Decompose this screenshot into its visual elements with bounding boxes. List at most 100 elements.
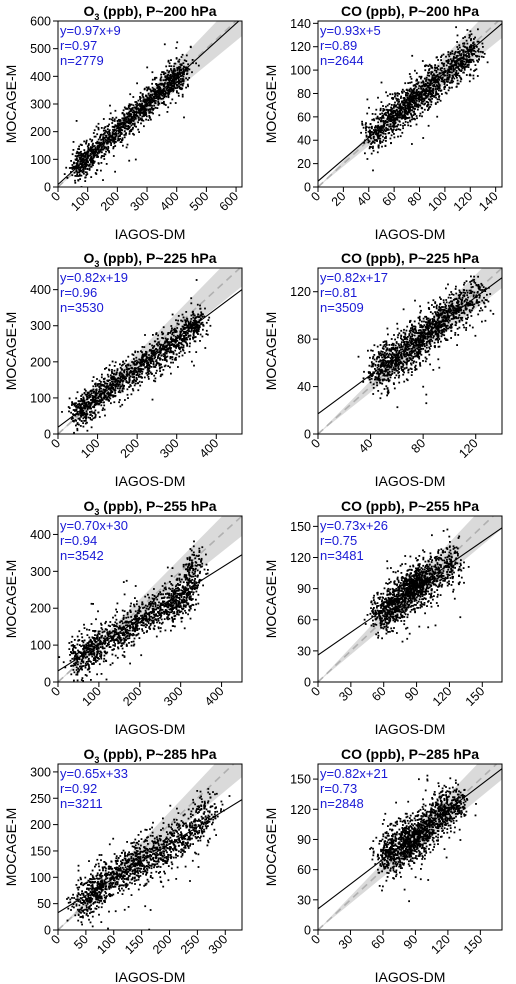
data-point <box>192 319 195 322</box>
data-point <box>455 60 458 62</box>
data-point <box>120 141 123 143</box>
data-point <box>151 101 153 104</box>
data-point <box>443 81 446 83</box>
data-point <box>468 52 470 55</box>
data-point <box>149 96 152 99</box>
data-point <box>95 394 98 397</box>
data-point <box>135 380 137 382</box>
data-point <box>482 46 484 48</box>
y-tick-label: 600 <box>30 15 51 29</box>
data-point <box>472 60 475 63</box>
data-point <box>375 131 378 134</box>
data-point <box>142 99 145 101</box>
data-point <box>107 133 110 136</box>
data-point <box>166 75 169 78</box>
data-point <box>450 291 453 293</box>
data-point <box>380 125 383 127</box>
data-point <box>162 344 165 346</box>
data-point <box>148 97 151 100</box>
data-point <box>130 103 133 106</box>
data-point <box>124 120 126 122</box>
data-point <box>451 81 454 84</box>
data-point <box>114 377 116 380</box>
data-point <box>101 373 103 376</box>
data-point <box>447 78 450 81</box>
data-point <box>150 355 153 357</box>
data-point <box>456 66 459 69</box>
data-point <box>115 116 118 119</box>
data-point <box>154 356 157 359</box>
data-point <box>165 356 168 358</box>
data-point <box>164 340 167 343</box>
data-point <box>464 306 467 308</box>
data-point <box>166 342 169 344</box>
data-point <box>172 74 175 76</box>
data-point <box>389 123 392 126</box>
data-point <box>372 169 374 172</box>
data-point <box>416 89 418 91</box>
data-point <box>446 59 449 62</box>
data-point <box>115 384 117 386</box>
data-point <box>171 358 174 361</box>
data-point <box>130 109 132 111</box>
data-point <box>442 317 444 319</box>
data-point <box>112 394 115 397</box>
stat-text: r=0.97 <box>60 38 97 53</box>
data-point <box>444 69 447 72</box>
data-point <box>195 279 198 281</box>
data-point <box>117 125 120 128</box>
data-point <box>481 42 484 45</box>
data-point <box>446 77 449 79</box>
data-point <box>465 39 468 42</box>
regression-line <box>318 23 502 182</box>
data-point <box>113 120 116 122</box>
data-point <box>179 66 182 68</box>
data-point <box>113 129 115 132</box>
data-point <box>92 142 94 145</box>
data-point <box>119 129 122 131</box>
data-point <box>455 66 457 69</box>
data-point <box>171 72 174 74</box>
data-point <box>124 107 127 110</box>
data-point <box>77 400 80 402</box>
data-point <box>372 145 374 148</box>
data-point <box>71 416 74 419</box>
data-point <box>458 320 461 323</box>
data-point <box>127 368 130 370</box>
data-point <box>89 390 92 393</box>
data-point <box>427 72 430 74</box>
data-point <box>425 318 428 321</box>
data-point <box>424 77 426 80</box>
data-point <box>364 123 367 126</box>
data-point <box>176 340 179 342</box>
data-point <box>159 370 161 372</box>
data-point <box>385 135 387 138</box>
data-point <box>133 106 136 109</box>
data-point <box>374 113 377 116</box>
data-point <box>435 320 438 323</box>
data-point <box>108 118 111 120</box>
data-point <box>157 85 160 88</box>
data-point <box>176 69 179 72</box>
data-point <box>384 351 386 354</box>
data-point <box>192 310 194 313</box>
data-point <box>153 379 155 382</box>
data-point <box>155 90 158 92</box>
x-tick-label: 140 <box>476 189 501 214</box>
data-point <box>437 75 439 78</box>
data-point <box>128 380 131 383</box>
data-point <box>94 148 97 151</box>
data-point <box>92 161 95 163</box>
data-point <box>477 48 480 50</box>
data-point <box>179 72 182 74</box>
data-point <box>103 397 106 400</box>
data-point <box>444 303 447 306</box>
data-point <box>113 133 116 135</box>
data-point <box>414 84 416 86</box>
data-point <box>185 326 187 329</box>
data-point <box>381 141 384 143</box>
data-point <box>452 80 455 83</box>
data-point <box>97 128 100 131</box>
data-point <box>107 393 110 396</box>
data-point <box>202 328 204 331</box>
